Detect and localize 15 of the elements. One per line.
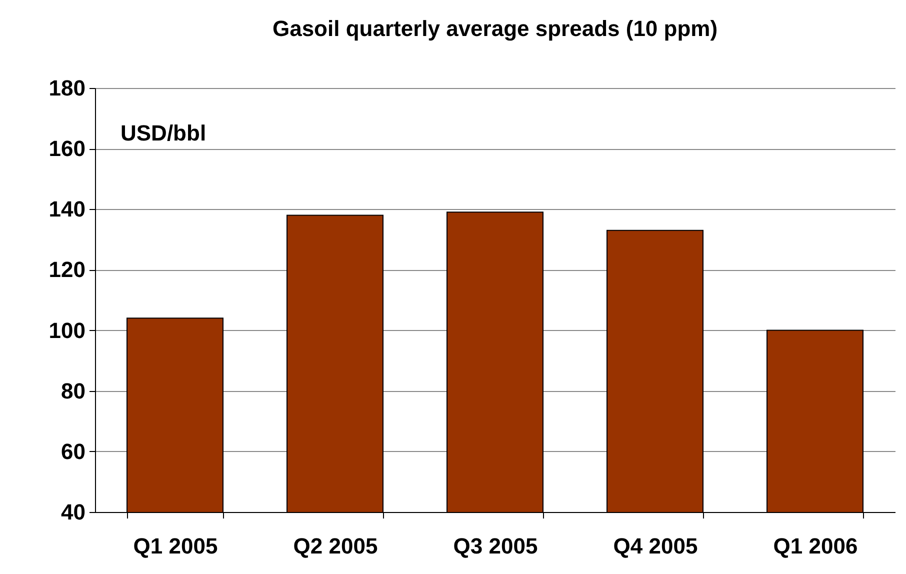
chart-title: Gasoil quarterly average spreads (10 ppm) [272, 16, 718, 41]
x-tick-label: Q1 2006 [773, 534, 858, 558]
y-tick-label: 40 [61, 500, 86, 524]
y-tick-label: 180 [48, 76, 86, 100]
x-tick-label: Q1 2005 [133, 534, 218, 558]
y-tick-label: 120 [48, 257, 86, 282]
y-tick-label: 60 [61, 438, 86, 464]
y-tick-label: 80 [61, 378, 86, 404]
x-tick-label: Q2 2005 [293, 534, 378, 558]
x-tick-label: Q4 2005 [613, 534, 698, 558]
y-tick-label: 160 [48, 136, 86, 162]
y-tick-label: 140 [48, 196, 86, 222]
y-axis-title: USD/bbl [120, 120, 206, 146]
x-tick-label: Q3 2005 [453, 534, 538, 558]
y-tick-label: 100 [48, 318, 86, 343]
